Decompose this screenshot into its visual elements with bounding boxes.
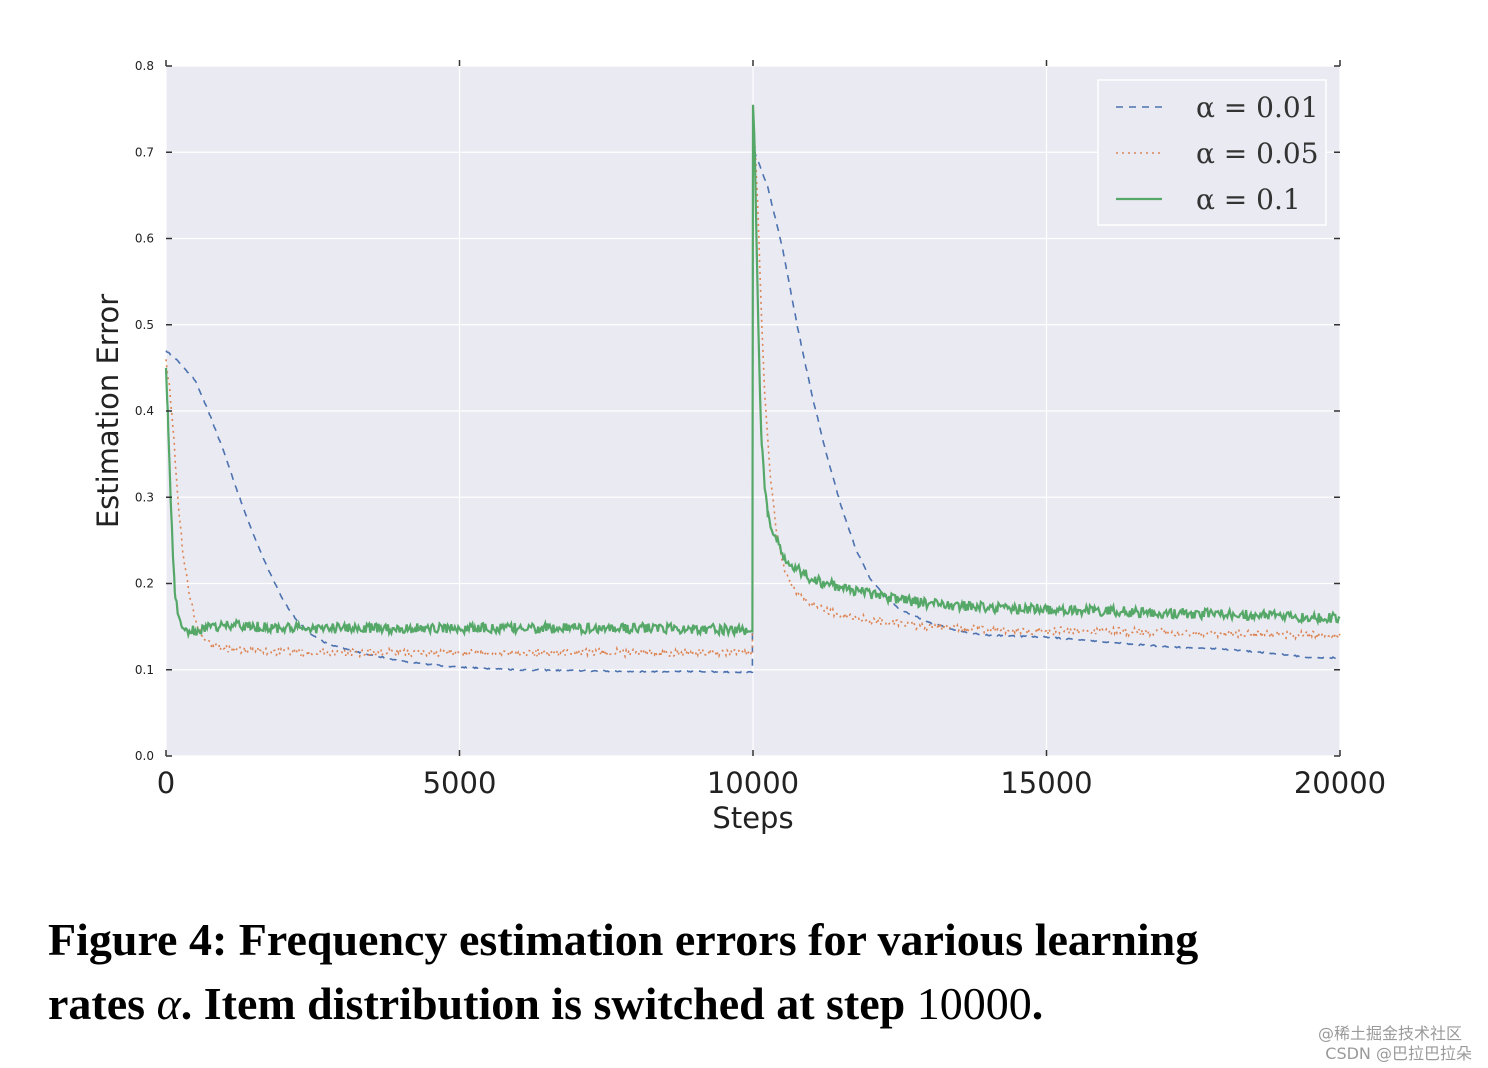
series-lines: [164, 104, 1341, 674]
x-tick-label: 5000: [423, 766, 497, 800]
figure-caption: Figure 4: Frequency estimation errors fo…: [48, 908, 1448, 1036]
caption-alpha: α: [156, 978, 181, 1029]
y-tick-label: 0.4: [135, 404, 154, 418]
caption-line2-start: rates: [48, 978, 157, 1029]
watermark-juejin: @稀土掘金技术社区: [1317, 1024, 1462, 1043]
y-axis-label: Estimation Error: [91, 294, 125, 528]
caption-line2-mid: . Item distribution is switched at step: [180, 978, 917, 1029]
legend-label-2: α = 0.05: [1196, 137, 1319, 170]
watermark-csdn: CSDN @巴拉巴拉朵: [1325, 1044, 1472, 1063]
x-tick-label: 0: [157, 766, 175, 800]
legend: α = 0.01 α = 0.05 α = 0.1: [1097, 79, 1327, 226]
legend-label-1: α = 0.01: [1196, 91, 1319, 124]
y-tick-label: 0.8: [135, 59, 154, 73]
y-tick-label: 0.2: [135, 577, 154, 591]
y-tick-label: 0.3: [135, 490, 154, 504]
x-tick-label: 10000: [707, 766, 799, 800]
caption-step: 10000: [916, 978, 1032, 1029]
frequency-estimation-chart: 0.0 0.1 0.2 0.3 0.4 0.5 0.6 0.7 0.8 0 5000 10000 150…: [91, 59, 1386, 835]
x-tick-label: 20000: [1294, 766, 1386, 800]
caption-line2-end: .: [1031, 978, 1044, 1029]
y-tick-label: 0.7: [135, 145, 154, 159]
y-tick-label: 0.5: [135, 318, 154, 332]
axes: 0.0 0.1 0.2 0.3 0.4 0.5 0.6 0.7 0.8 0 5000 10000 150…: [91, 59, 1386, 835]
y-tick-label: 0.1: [135, 663, 154, 677]
x-axis-label: Steps: [712, 801, 793, 835]
caption-line1: Figure 4: Frequency estimation errors fo…: [48, 914, 1199, 965]
legend-label-3: α = 0.1: [1196, 183, 1301, 216]
series-line-3: [164, 104, 1341, 640]
y-tick-label: 0.0: [135, 749, 154, 763]
x-tick-label: 15000: [1000, 766, 1092, 800]
y-tick-label: 0.6: [135, 232, 154, 246]
series-line-2: [165, 117, 1341, 660]
